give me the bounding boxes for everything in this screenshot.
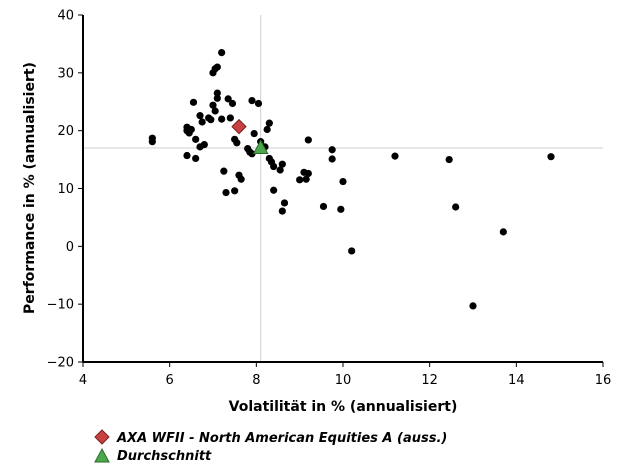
legend-label-average: Durchschnitt bbox=[117, 449, 212, 464]
scatter-point bbox=[209, 101, 217, 109]
scatter-point bbox=[547, 153, 555, 161]
scatter-point bbox=[304, 169, 312, 178]
y-tick-label: 30 bbox=[57, 66, 74, 81]
scatter-point bbox=[213, 94, 221, 102]
scatter-point bbox=[228, 99, 237, 108]
scatter-point bbox=[183, 151, 191, 160]
scatter-point bbox=[499, 228, 507, 236]
scatter-point bbox=[207, 116, 215, 124]
scatter-point bbox=[222, 188, 230, 197]
highlight-points bbox=[231, 118, 269, 154]
scatter-point bbox=[265, 119, 273, 127]
scatter-point bbox=[189, 98, 198, 106]
scatter-point bbox=[391, 152, 399, 160]
y-axis-ticks: 40 30 20 10 0 −10 −20 bbox=[47, 9, 83, 371]
scatter-point bbox=[339, 177, 347, 186]
scatter-point bbox=[304, 136, 312, 144]
scatter-point bbox=[296, 176, 304, 184]
legend-diamond-icon bbox=[94, 429, 110, 445]
scatter-point bbox=[211, 107, 219, 115]
scatter-point bbox=[263, 125, 271, 134]
scatter-point bbox=[254, 99, 263, 108]
scatter-point bbox=[469, 302, 477, 310]
fund-point-diamond bbox=[231, 118, 247, 135]
scatter-point bbox=[276, 166, 284, 174]
x-tick-label: 6 bbox=[166, 373, 174, 388]
scatter-point bbox=[196, 112, 204, 120]
scatter-point bbox=[270, 162, 278, 171]
scatter-point bbox=[270, 186, 278, 194]
x-tick-label: 16 bbox=[595, 373, 612, 388]
scatter-point bbox=[231, 187, 239, 195]
legend-triangle-icon bbox=[94, 447, 110, 463]
scatter-point bbox=[237, 175, 245, 183]
scatter-point bbox=[196, 143, 204, 151]
x-tick-label: 8 bbox=[252, 373, 260, 388]
y-tick-label: 40 bbox=[57, 9, 74, 24]
scatter-point bbox=[278, 207, 286, 215]
legend: AXA WFII - North American Equities A (au… bbox=[94, 429, 447, 464]
x-tick-label: 14 bbox=[508, 373, 525, 388]
scatter-point bbox=[148, 138, 156, 146]
scatter-point bbox=[337, 205, 345, 213]
scatter-point bbox=[218, 48, 226, 57]
scatter-point bbox=[224, 95, 232, 103]
scatter-point bbox=[213, 89, 221, 97]
average-point-triangle bbox=[252, 139, 269, 154]
scatter-point bbox=[192, 135, 200, 143]
reference-lines bbox=[83, 15, 603, 362]
y-axis-title: Performance in % (annualisiert) bbox=[22, 62, 38, 314]
scatter-point bbox=[328, 155, 336, 163]
scatter-point bbox=[218, 115, 226, 123]
scatter-point bbox=[445, 155, 453, 164]
scatter-point bbox=[248, 150, 256, 158]
scatter-point bbox=[452, 203, 460, 211]
x-tick-label: 10 bbox=[335, 373, 352, 388]
legend-label-fund: AXA WFII - North American Equities A (au… bbox=[116, 431, 447, 446]
x-axis-title: Volatilität in % (annualisiert) bbox=[229, 399, 458, 415]
scatter-point bbox=[278, 160, 286, 168]
scatter-point bbox=[226, 114, 234, 122]
data-points bbox=[148, 48, 555, 310]
scatter-point bbox=[348, 247, 356, 255]
scatter-point bbox=[213, 63, 221, 71]
y-tick-label: −20 bbox=[47, 356, 74, 371]
x-axis-ticks: 4 6 8 10 12 14 16 bbox=[79, 362, 611, 388]
scatter-point bbox=[319, 202, 328, 211]
scatter-point bbox=[302, 175, 310, 183]
scatter-point bbox=[220, 167, 228, 175]
scatter-point bbox=[198, 118, 206, 126]
y-tick-label: 10 bbox=[57, 182, 74, 197]
scatter-point bbox=[192, 154, 200, 163]
scatter-point bbox=[248, 96, 256, 105]
scatter-point bbox=[233, 139, 241, 147]
y-tick-label: 0 bbox=[66, 240, 74, 255]
scatter-point bbox=[328, 146, 336, 154]
scatter-point bbox=[250, 129, 258, 138]
y-tick-label: 20 bbox=[57, 124, 74, 139]
y-tick-label: −10 bbox=[47, 298, 74, 313]
x-tick-label: 4 bbox=[79, 373, 87, 388]
scatter-point bbox=[187, 125, 195, 134]
x-tick-label: 12 bbox=[421, 373, 438, 388]
scatter-point bbox=[280, 199, 289, 207]
